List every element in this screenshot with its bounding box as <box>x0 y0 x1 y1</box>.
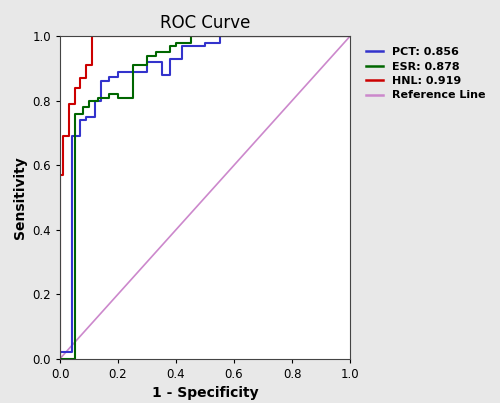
Y-axis label: Sensitivity: Sensitivity <box>13 156 27 239</box>
Title: ROC Curve: ROC Curve <box>160 14 250 32</box>
Legend: PCT: 0.856, ESR: 0.878, HNL: 0.919, Reference Line: PCT: 0.856, ESR: 0.878, HNL: 0.919, Refe… <box>362 43 490 105</box>
X-axis label: 1 - Specificity: 1 - Specificity <box>152 386 258 400</box>
